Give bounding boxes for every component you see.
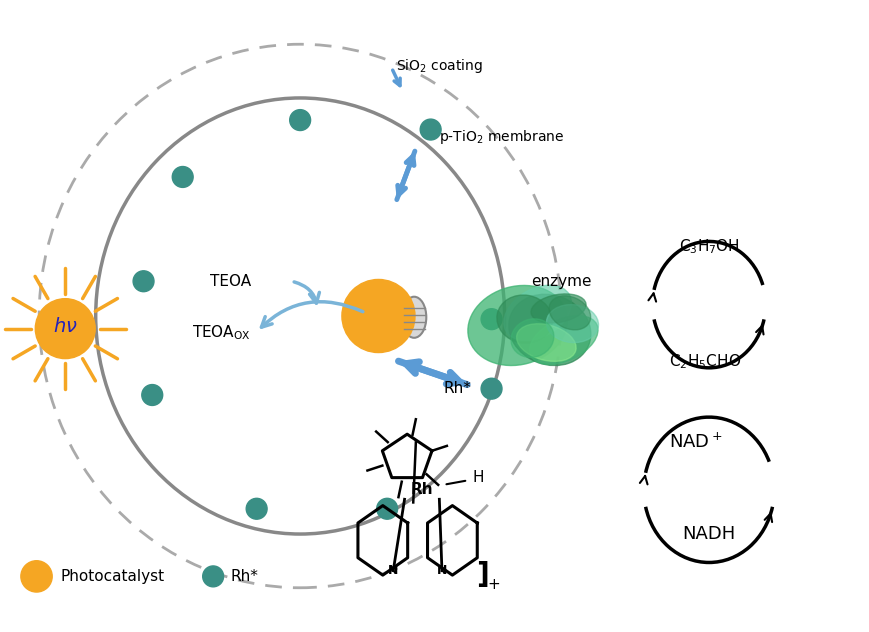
Text: p-TiO$_2$ membrane: p-TiO$_2$ membrane bbox=[439, 128, 564, 146]
Ellipse shape bbox=[503, 285, 571, 341]
Circle shape bbox=[376, 498, 397, 520]
Text: Photocatalyst: Photocatalyst bbox=[61, 569, 165, 584]
Text: N: N bbox=[388, 564, 398, 577]
Circle shape bbox=[420, 119, 441, 140]
Circle shape bbox=[246, 498, 267, 520]
Ellipse shape bbox=[468, 286, 567, 365]
Text: $h\nu$: $h\nu$ bbox=[53, 317, 77, 336]
Text: NAD$^+$: NAD$^+$ bbox=[668, 433, 722, 452]
Text: +: + bbox=[487, 577, 499, 592]
Ellipse shape bbox=[401, 297, 426, 337]
Text: ]: ] bbox=[476, 561, 488, 589]
Ellipse shape bbox=[510, 319, 554, 358]
Text: TEOA$_{\mathregular{OX}}$: TEOA$_{\mathregular{OX}}$ bbox=[192, 323, 251, 342]
Circle shape bbox=[202, 566, 223, 587]
Circle shape bbox=[481, 378, 501, 399]
Ellipse shape bbox=[516, 324, 575, 362]
Circle shape bbox=[342, 279, 415, 353]
Text: TEOA: TEOA bbox=[209, 274, 251, 289]
Ellipse shape bbox=[496, 295, 552, 343]
Ellipse shape bbox=[548, 296, 590, 330]
Text: C$_2$H$_5$CHO: C$_2$H$_5$CHO bbox=[668, 352, 740, 371]
Text: Rh*: Rh* bbox=[230, 569, 258, 584]
Circle shape bbox=[289, 109, 310, 131]
Circle shape bbox=[172, 166, 193, 188]
Text: N: N bbox=[436, 564, 447, 577]
Text: SiO$_2$ coating: SiO$_2$ coating bbox=[395, 58, 482, 75]
Text: NADH: NADH bbox=[681, 525, 735, 543]
Circle shape bbox=[36, 299, 95, 358]
Circle shape bbox=[481, 308, 501, 330]
Circle shape bbox=[133, 270, 154, 292]
Text: Rh*: Rh* bbox=[443, 381, 471, 396]
Ellipse shape bbox=[529, 315, 597, 365]
Circle shape bbox=[21, 561, 52, 592]
Ellipse shape bbox=[546, 305, 598, 343]
Ellipse shape bbox=[508, 295, 590, 365]
Text: enzyme: enzyme bbox=[530, 274, 591, 289]
Ellipse shape bbox=[530, 294, 586, 323]
Circle shape bbox=[142, 384, 163, 406]
Text: C$_3$H$_7$OH: C$_3$H$_7$OH bbox=[678, 237, 739, 256]
Text: Rh: Rh bbox=[410, 482, 433, 497]
Text: H: H bbox=[472, 470, 484, 485]
